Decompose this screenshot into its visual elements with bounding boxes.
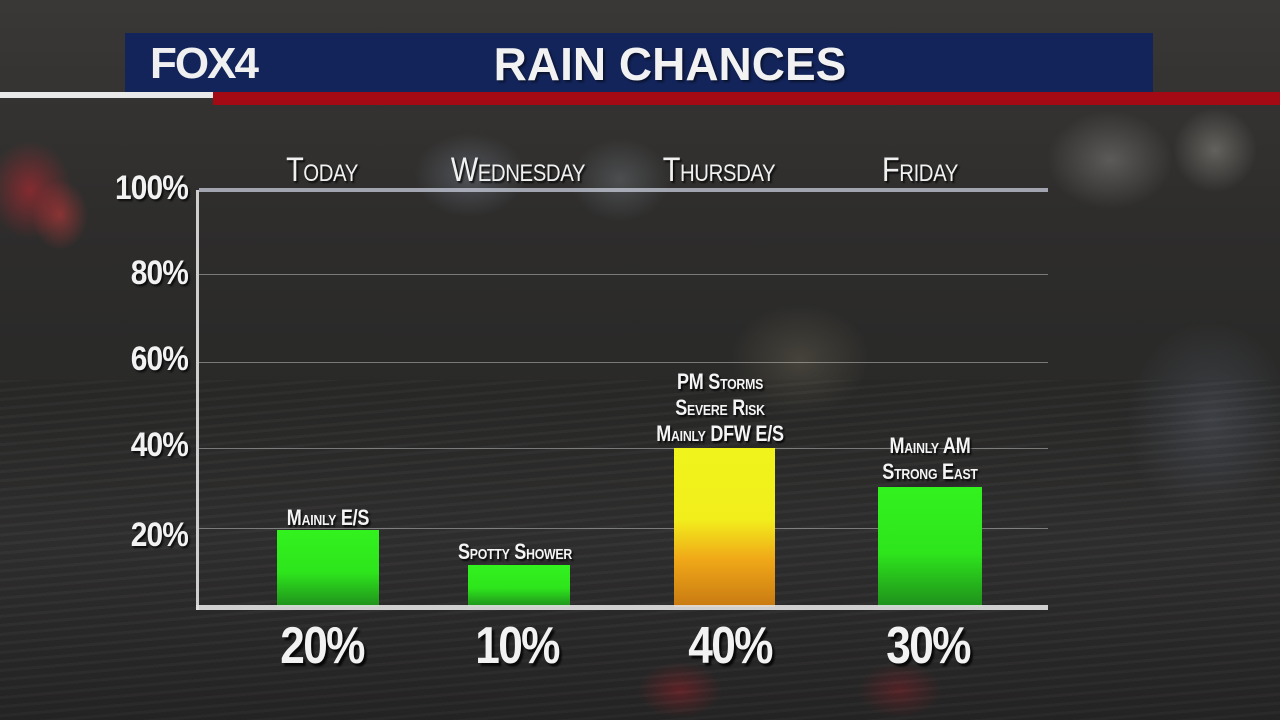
gridline-80 bbox=[199, 274, 1048, 275]
bar-note-wednesday: Spotty Shower bbox=[417, 539, 614, 565]
note-line: Spotty Shower bbox=[457, 539, 573, 564]
x-axis-baseline bbox=[196, 605, 1048, 610]
note-line: Mainly E/S bbox=[286, 505, 370, 530]
value-wednesday: 10% bbox=[475, 617, 560, 675]
bar-note-today: Mainly E/S bbox=[230, 505, 427, 531]
value-friday: 30% bbox=[886, 617, 971, 675]
note-line: Strong East bbox=[882, 459, 978, 484]
gridline-100 bbox=[199, 188, 1048, 192]
value-thursday: 40% bbox=[688, 617, 773, 675]
day-label-wednesday: Wednesday bbox=[450, 151, 586, 189]
y-tick-20: 20% bbox=[130, 516, 189, 554]
y-tick-100: 100% bbox=[114, 169, 189, 207]
gridline-20 bbox=[199, 528, 1048, 529]
title-bar bbox=[125, 33, 1153, 93]
header-red-rule bbox=[213, 92, 1280, 105]
header-white-rule bbox=[0, 92, 213, 98]
bar-thursday bbox=[674, 448, 775, 607]
bar-friday bbox=[878, 487, 982, 607]
value-today: 20% bbox=[280, 617, 365, 675]
background-rain-texture bbox=[0, 380, 1280, 720]
fox4-logo: FOX4 bbox=[150, 39, 259, 88]
bar-note-friday: Mainly AM Strong East bbox=[832, 433, 1029, 485]
y-tick-40: 40% bbox=[130, 426, 189, 464]
day-label-thursday: Thursday bbox=[662, 151, 776, 189]
bar-note-thursday: PM Storms Severe Risk Mainly DFW E/S bbox=[622, 369, 819, 447]
gridline-60 bbox=[199, 362, 1048, 363]
day-label-today: Today bbox=[286, 151, 358, 189]
y-tick-60: 60% bbox=[130, 340, 189, 378]
y-axis-line bbox=[196, 190, 199, 610]
bar-today bbox=[277, 530, 379, 607]
note-line: Severe Risk bbox=[675, 395, 765, 420]
note-line: PM Storms bbox=[676, 369, 764, 394]
note-line: Mainly DFW E/S bbox=[656, 421, 784, 446]
day-label-friday: Friday bbox=[882, 151, 958, 189]
page-title: RAIN CHANCES bbox=[493, 38, 847, 90]
y-tick-80: 80% bbox=[130, 254, 189, 292]
note-line: Mainly AM bbox=[889, 433, 971, 458]
gridline-40 bbox=[199, 448, 1048, 449]
bar-wednesday bbox=[468, 565, 570, 607]
